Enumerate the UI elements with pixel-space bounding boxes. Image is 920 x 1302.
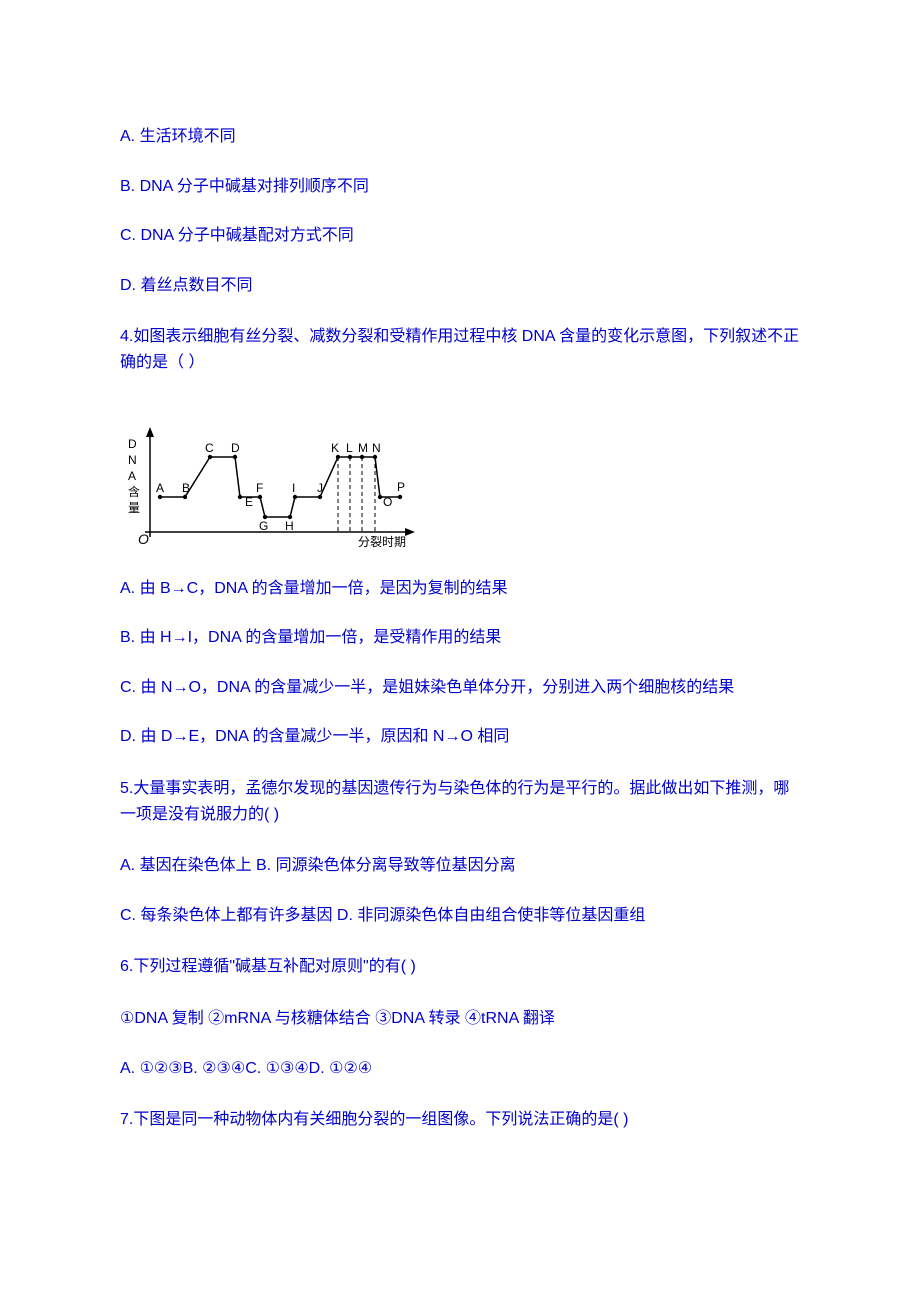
svg-text:H: H	[285, 519, 294, 533]
svg-text:O: O	[383, 495, 392, 509]
svg-text:F: F	[256, 481, 263, 495]
svg-text:量: 量	[128, 501, 140, 515]
q7-stem: 7.下图是同一种动物体内有关细胞分裂的一组图像。下列说法正确的是( )	[120, 1107, 800, 1133]
svg-text:M: M	[358, 441, 368, 455]
svg-text:分裂时期: 分裂时期	[358, 535, 406, 549]
svg-text:D: D	[231, 441, 240, 455]
q6-stem: 6.下列过程遵循"碱基互补配对原则"的有( )	[120, 954, 800, 980]
q4-chart: ODNA含量分裂时期ABCDEFGHIJKLMNOP	[120, 402, 800, 552]
q4-option-b: B. 由 H→I，DNA 的含量增加一倍，是受精作用的结果	[120, 625, 800, 651]
svg-text:D: D	[128, 437, 137, 451]
svg-text:G: G	[259, 519, 268, 533]
svg-text:C: C	[205, 441, 214, 455]
svg-text:O: O	[138, 531, 149, 547]
svg-text:K: K	[331, 441, 339, 455]
q5-option-cd: C. 每条染色体上都有许多基因 D. 非同源染色体自由组合使非等位基因重组	[120, 903, 800, 929]
svg-text:I: I	[292, 481, 295, 495]
svg-text:A: A	[156, 481, 164, 495]
q4-stem: 4.如图表示细胞有丝分裂、减数分裂和受精作用过程中核 DNA 含量的变化示意图，…	[120, 324, 800, 375]
svg-text:A: A	[128, 469, 136, 483]
svg-text:B: B	[182, 481, 190, 495]
svg-text:E: E	[245, 495, 253, 509]
svg-text:含: 含	[128, 484, 140, 499]
q5-option-ab: A. 基因在染色体上 B. 同源染色体分离导致等位基因分离	[120, 853, 800, 879]
q4-option-d: D. 由 D→E，DNA 的含量减少一半，原因和 N→O 相同	[120, 724, 800, 750]
q6-options: A. ①②③B. ②③④C. ①③④D. ①②④	[120, 1056, 800, 1082]
svg-text:L: L	[346, 441, 353, 455]
exam-page: A. 生活环境不同 B. DNA 分子中碱基对排列顺序不同 C. DNA 分子中…	[0, 0, 920, 1239]
svg-text:N: N	[372, 441, 381, 455]
q4-option-c: C. 由 N→O，DNA 的含量减少一半，是姐妹染色单体分开，分别进入两个细胞核…	[120, 675, 800, 701]
svg-text:N: N	[128, 453, 137, 467]
q3-option-b: B. DNA 分子中碱基对排列顺序不同	[120, 174, 800, 200]
q3-option-a: A. 生活环境不同	[120, 124, 800, 150]
q3-option-c: C. DNA 分子中碱基配对方式不同	[120, 223, 800, 249]
svg-text:J: J	[317, 481, 323, 495]
q5-stem: 5.大量事实表明，孟德尔发现的基因遗传行为与染色体的行为是平行的。据此做出如下推…	[120, 776, 800, 827]
q4-option-a: A. 由 B→C，DNA 的含量增加一倍，是因为复制的结果	[120, 576, 800, 602]
q6-items: ①DNA 复制 ②mRNA 与核糖体结合 ③DNA 转录 ④tRNA 翻译	[120, 1006, 800, 1032]
q3-option-d: D. 着丝点数目不同	[120, 273, 800, 299]
svg-text:P: P	[397, 480, 405, 494]
